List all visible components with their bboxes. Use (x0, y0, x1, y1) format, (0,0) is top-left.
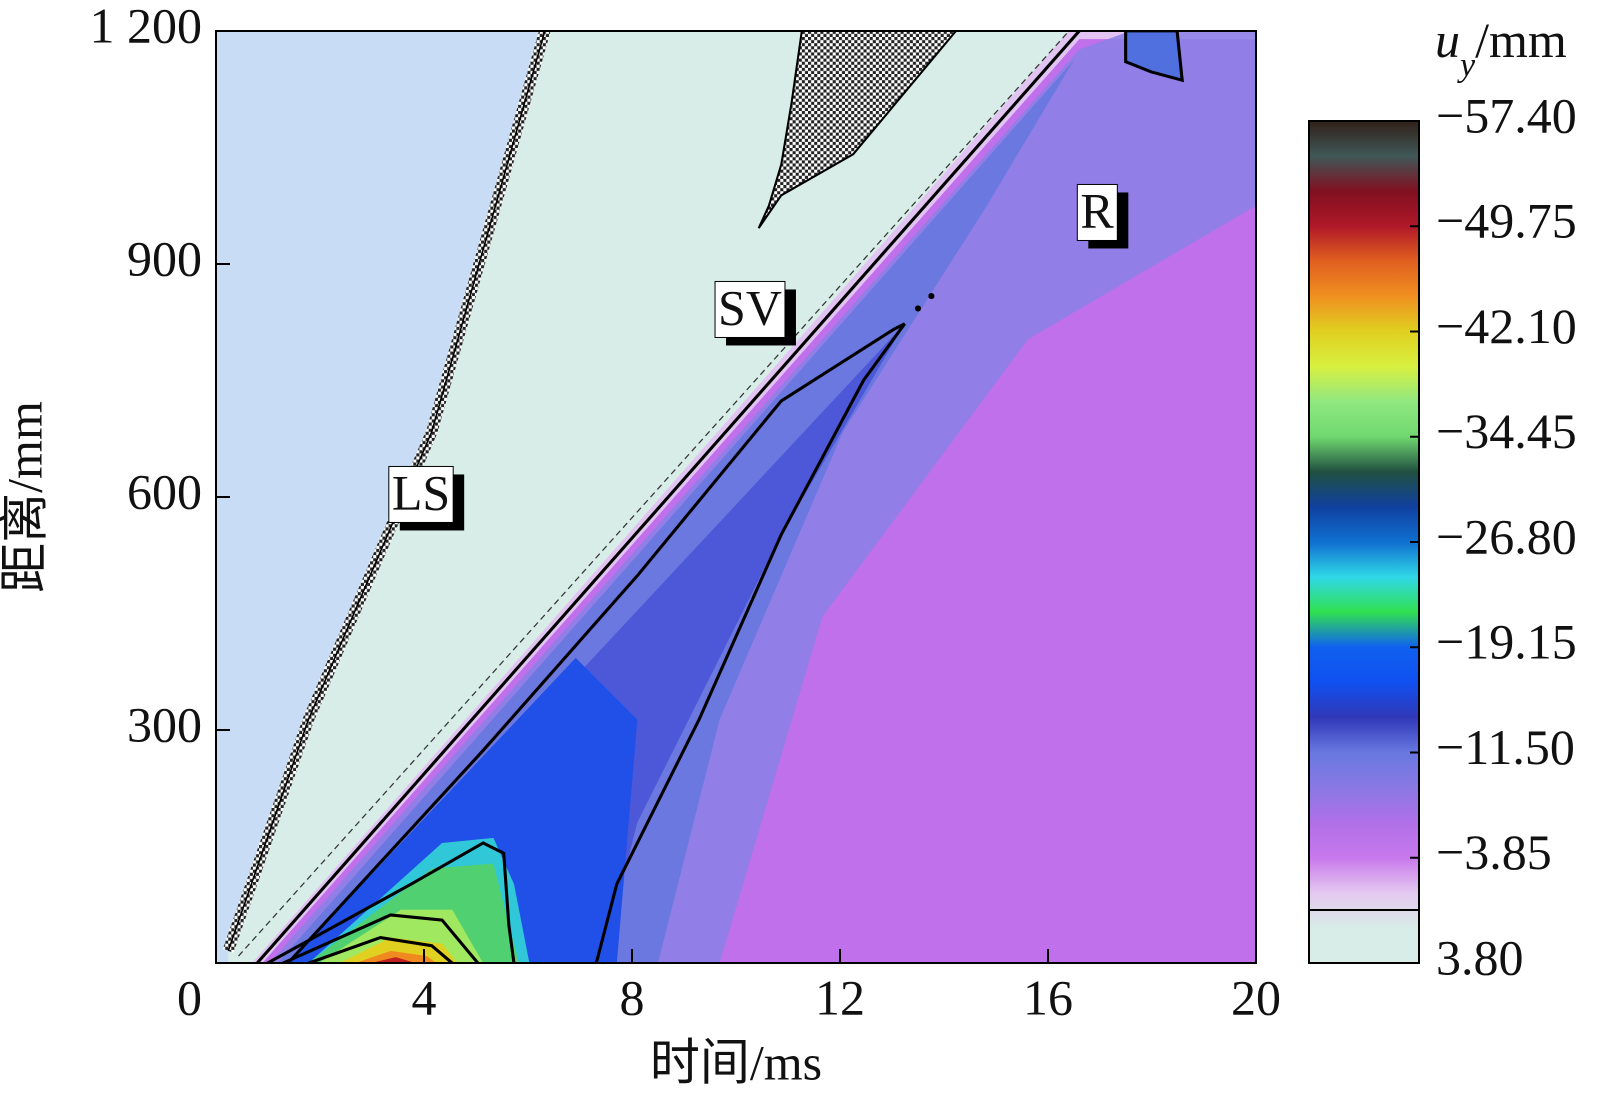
wave-label-text: R (1080, 182, 1114, 238)
x-tick-label: 4 (412, 969, 437, 1025)
y-tick-label: 1 200 (90, 0, 203, 53)
x-tick-label: 8 (620, 969, 645, 1025)
y-axis-label: 距离/mm (0, 401, 52, 593)
y-tick-label: 0 (177, 969, 202, 1025)
y-tick-label: 300 (127, 696, 202, 752)
colorbar-tick-label: −42.10 (1436, 298, 1577, 354)
colorbar-tick-label: −49.75 (1436, 193, 1577, 249)
colorbar-tick-label: −3.85 (1436, 824, 1552, 880)
colorbar-symbol: u (1435, 12, 1460, 68)
wave-label-text: SV (718, 279, 782, 335)
colorbar-tick-label: 3.80 (1436, 929, 1524, 985)
x-axis-label: 时间/ms (650, 1034, 822, 1090)
colorbar-unit: /mm (1475, 12, 1567, 68)
x-tick-label: 20 (1231, 969, 1281, 1025)
colorbar-tick-label: −34.45 (1436, 403, 1577, 459)
x-tick-label: 16 (1023, 969, 1073, 1025)
colorbar-tick-label: −19.15 (1436, 614, 1577, 670)
wave-label: R (1076, 182, 1129, 249)
wave-label-box (1076, 183, 1118, 241)
colorbar-subscript: y (1457, 47, 1476, 84)
colorbar-label: uy/mm (1435, 12, 1567, 83)
wave-label: SV (714, 279, 796, 346)
colorbar-tick-label: −11.50 (1436, 719, 1575, 775)
colorbar-tick-label: −57.40 (1436, 87, 1577, 143)
wave-label: LS (388, 464, 465, 531)
wave-label-box (388, 465, 454, 523)
y-tick-label: 900 (127, 230, 202, 286)
x-tick-label: 12 (815, 969, 865, 1025)
colorbar (1308, 120, 1420, 964)
colorbar-tick-label: −26.80 (1436, 508, 1577, 564)
contour-field (216, 31, 1256, 963)
wave-label-text: LS (392, 464, 450, 520)
wave-label-box (714, 280, 786, 338)
y-tick-label: 600 (127, 463, 202, 519)
